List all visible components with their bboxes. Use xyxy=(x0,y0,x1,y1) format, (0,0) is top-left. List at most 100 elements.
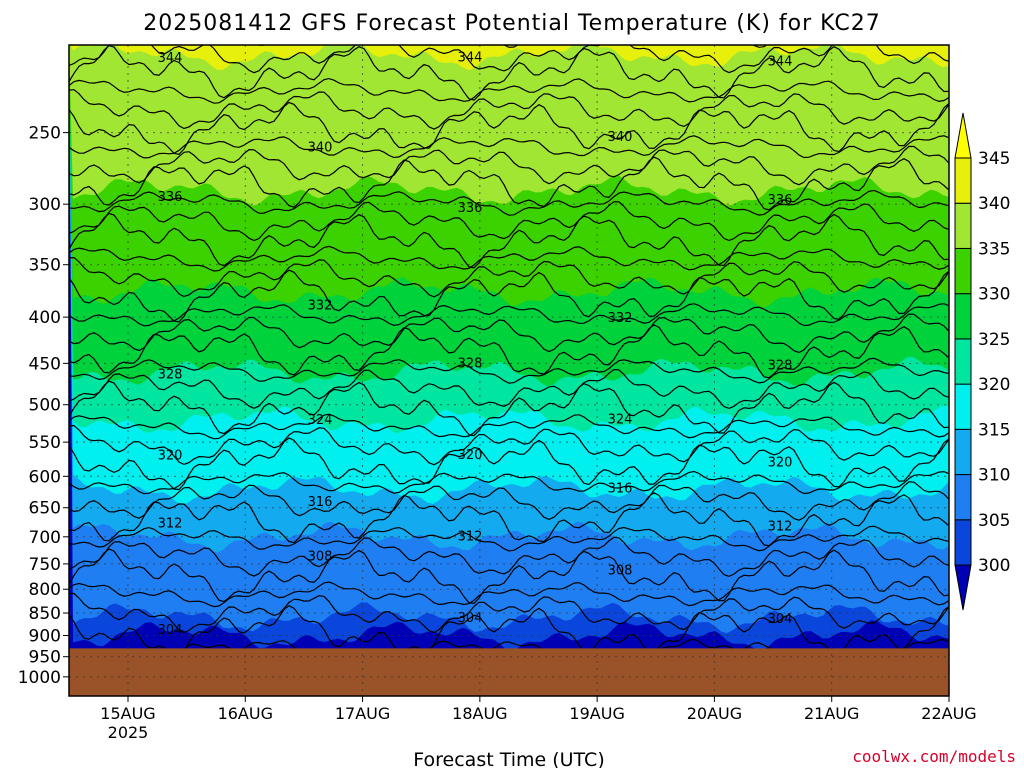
y-tick-label: 750 xyxy=(29,555,61,575)
contour-label: 324 xyxy=(308,413,333,428)
colorbar-segment xyxy=(954,428,972,476)
colorbar-label: 330 xyxy=(978,285,1010,305)
contour-label: 304 xyxy=(768,612,793,627)
contour-line xyxy=(69,525,949,552)
x-tick-label: 17AUG xyxy=(335,704,390,723)
contour-label: 336 xyxy=(458,201,483,216)
y-axis: 2503003504004505005506006507007508008509… xyxy=(18,124,69,688)
y-tick-label: 850 xyxy=(29,604,61,624)
colorbar-segment xyxy=(954,338,972,385)
contour-label: 344 xyxy=(768,54,793,69)
colorbar-segment xyxy=(954,157,972,204)
y-tick-label: 550 xyxy=(29,433,61,453)
contour-line xyxy=(69,368,949,410)
contour-line xyxy=(69,89,949,130)
colorbar-label: 335 xyxy=(978,239,1010,259)
contour-line xyxy=(69,189,949,216)
contour-label: 308 xyxy=(308,550,333,565)
contour-label: 340 xyxy=(608,130,633,145)
contour-label: 336 xyxy=(158,190,183,205)
colorbar-segment xyxy=(954,247,972,295)
fill-band-335 xyxy=(69,45,949,206)
colorbar-label: 345 xyxy=(978,149,1010,169)
y-tick-label: 950 xyxy=(29,648,61,668)
contour-line xyxy=(69,156,949,211)
y-tick-label: 250 xyxy=(29,124,61,144)
contour-line xyxy=(257,45,768,48)
contour-line xyxy=(69,101,949,155)
contour-line xyxy=(69,437,949,491)
contour-line xyxy=(69,201,949,242)
colorbar-segment xyxy=(954,519,972,566)
x-tick-label: 20AUG xyxy=(687,704,742,723)
contour-label: 320 xyxy=(768,456,793,471)
x-year-label: 2025 xyxy=(108,723,149,742)
colorbar-label: 340 xyxy=(978,194,1010,214)
contour-label: 308 xyxy=(608,563,633,578)
colorbar-segment xyxy=(954,293,972,340)
y-tick-label: 600 xyxy=(29,467,61,487)
contour-line xyxy=(69,245,949,272)
colorbar-min-triangle xyxy=(954,564,972,611)
contour-line xyxy=(69,481,949,521)
y-tick-label: 300 xyxy=(29,195,61,215)
contour-line xyxy=(69,357,949,384)
contour-label: 328 xyxy=(768,358,793,373)
colorbar-max-triangle xyxy=(954,112,972,159)
y-tick-label: 650 xyxy=(29,499,61,519)
y-tick-label: 800 xyxy=(29,580,61,600)
x-tick-label: 16AUG xyxy=(218,704,273,723)
contour-line xyxy=(69,77,949,104)
contour-line xyxy=(69,45,949,74)
contour-label: 320 xyxy=(158,449,183,464)
contour-label: 340 xyxy=(308,140,333,155)
contour-line xyxy=(69,470,949,495)
contour-label: 312 xyxy=(768,520,793,535)
contour-lines xyxy=(69,45,949,663)
contour-line xyxy=(69,581,949,608)
contour-line xyxy=(69,45,949,101)
contour-label: 312 xyxy=(458,529,483,544)
contour-label: 328 xyxy=(458,356,483,371)
fill-band-340 xyxy=(70,45,949,71)
colorbar-label: 325 xyxy=(978,330,1010,350)
contour-label: 304 xyxy=(158,623,183,638)
contour-label: 316 xyxy=(608,482,633,497)
colorbar-label: 300 xyxy=(978,556,1010,576)
y-tick-label: 700 xyxy=(29,528,61,548)
colorbar-segment xyxy=(954,474,972,521)
contour-line xyxy=(69,548,949,605)
contour-label: 336 xyxy=(768,193,793,208)
colorbar-segment xyxy=(954,383,972,430)
contour-line xyxy=(69,425,949,466)
contour-line xyxy=(69,269,949,323)
y-tick-label: 1000 xyxy=(18,668,61,688)
colorbar-label: 315 xyxy=(978,420,1010,440)
temperature-fill-bands xyxy=(69,45,949,696)
colorbar-label: 310 xyxy=(978,466,1010,486)
contour-line xyxy=(69,135,949,159)
contour-label: 304 xyxy=(458,611,483,626)
contour-label: 332 xyxy=(608,311,633,326)
y-tick-label: 500 xyxy=(29,396,61,416)
contour-line xyxy=(69,492,949,547)
chart-title: 2025081412 GFS Forecast Potential Temper… xyxy=(143,11,880,36)
plot-frame xyxy=(68,44,950,697)
y-tick-label: 900 xyxy=(29,626,61,646)
x-axis: 15AUG 16AUG 17AUG 18AUG 19AUG 20AUG 21AUG 22AUG xyxy=(100,696,977,723)
contour-labels: 344 344 344 340 340 336 336 336 332 332 328 328 328 3… xyxy=(158,50,793,638)
x-tick-label: 21AUG xyxy=(804,704,859,723)
contour-line xyxy=(69,212,949,269)
contour-line xyxy=(69,592,949,634)
x-tick-label: 18AUG xyxy=(452,704,507,723)
contour-line xyxy=(69,413,949,440)
contour-line xyxy=(69,256,949,298)
contour-line xyxy=(69,324,949,379)
colorbar-label: 320 xyxy=(978,375,1010,395)
x-tick-label: 19AUG xyxy=(569,704,624,723)
y-tick-label: 450 xyxy=(29,354,61,374)
contour-line xyxy=(69,536,949,578)
contour-label: 316 xyxy=(308,495,333,510)
y-tick-label: 350 xyxy=(29,256,61,276)
